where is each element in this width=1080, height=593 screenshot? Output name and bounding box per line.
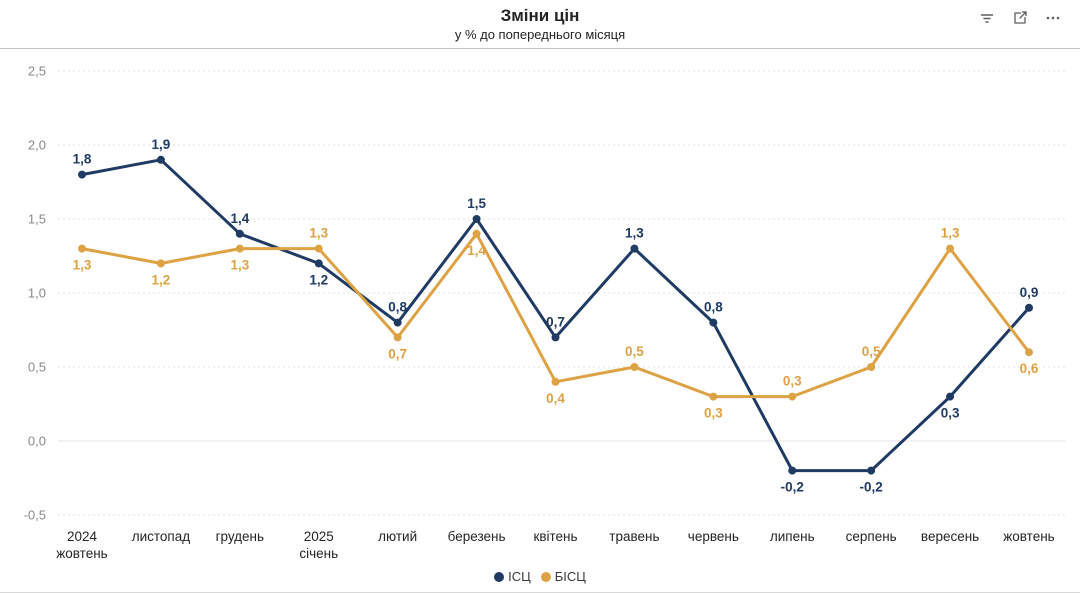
x-axis-tick-label: серпень <box>846 529 897 544</box>
data-label-ІСЦ: 1,8 <box>73 152 92 167</box>
data-point-БІСЦ[interactable] <box>393 333 402 342</box>
x-axis-tick-label: грудень <box>216 529 264 544</box>
data-point-ІСЦ[interactable] <box>630 244 639 253</box>
x-axis-tick-label: жовтень <box>1003 529 1054 544</box>
data-point-ІСЦ[interactable] <box>78 170 86 179</box>
data-point-ІСЦ[interactable] <box>709 318 718 327</box>
data-point-БІСЦ[interactable] <box>867 363 876 371</box>
filter-icon[interactable] <box>978 9 996 27</box>
data-label-БІСЦ: 0,3 <box>704 406 723 421</box>
data-label-БІСЦ: 0,5 <box>862 344 881 359</box>
x-axis-tick-label: 2025 січень <box>299 529 338 561</box>
y-axis-tick-label: 0,0 <box>28 434 46 449</box>
y-axis-tick-label: 2,5 <box>28 64 46 79</box>
data-point-ІСЦ[interactable] <box>867 466 876 475</box>
focus-mode-icon[interactable] <box>1011 9 1029 27</box>
data-label-ІСЦ: 1,5 <box>467 196 486 211</box>
data-label-ІСЦ: 0,3 <box>941 406 960 421</box>
data-label-ІСЦ: 0,8 <box>704 300 723 315</box>
y-axis-tick-label: 1,5 <box>28 212 46 227</box>
data-point-ІСЦ[interactable] <box>472 215 481 223</box>
x-axis-tick-label: квітень <box>533 529 577 544</box>
legend-marker-icon <box>540 571 551 582</box>
x-axis-tick-label: липень <box>770 529 815 544</box>
data-label-БІСЦ: 0,5 <box>625 344 644 359</box>
data-label-ІСЦ: -0,2 <box>781 480 804 495</box>
data-point-ІСЦ[interactable] <box>393 318 402 327</box>
data-point-БІСЦ[interactable] <box>946 244 955 253</box>
data-point-БІСЦ[interactable] <box>788 392 797 401</box>
data-point-БІСЦ[interactable] <box>314 244 323 253</box>
x-axis-tick-label: червень <box>688 529 739 544</box>
chart-legend: ІСЦ БІСЦ <box>0 569 1080 584</box>
data-point-БІСЦ[interactable] <box>235 244 244 253</box>
y-axis-tick-label: -0,5 <box>24 508 46 523</box>
data-label-БІСЦ: 1,3 <box>941 226 960 241</box>
data-label-БІСЦ: 1,3 <box>309 226 328 241</box>
y-axis-tick-label: 0,5 <box>28 360 46 375</box>
data-label-БІСЦ: 1,3 <box>73 258 92 273</box>
chart-subtitle: у % до попереднього місяця <box>454 27 626 42</box>
data-label-ІСЦ: 1,4 <box>230 211 249 226</box>
data-point-БІСЦ[interactable] <box>551 377 560 386</box>
data-label-ІСЦ: 0,7 <box>546 314 565 329</box>
x-axis-tick-label: лютий <box>378 529 417 544</box>
data-point-ІСЦ[interactable] <box>314 259 323 268</box>
x-axis-tick-label: 2024 жовтень <box>56 529 107 561</box>
data-label-ІСЦ: 1,3 <box>625 226 644 241</box>
data-point-ІСЦ[interactable] <box>788 466 797 475</box>
legend-item-БІСЦ[interactable]: БІСЦ <box>540 569 586 584</box>
data-label-БІСЦ: 0,7 <box>388 346 407 361</box>
data-point-БІСЦ[interactable] <box>630 363 639 371</box>
y-axis-tick-label: 1,0 <box>28 286 46 301</box>
data-point-ІСЦ[interactable] <box>946 392 955 401</box>
data-label-БІСЦ: 0,3 <box>783 374 802 389</box>
legend-label: ІСЦ <box>508 569 531 584</box>
data-point-ІСЦ[interactable] <box>156 155 165 164</box>
y-axis-tick-label: 2,0 <box>28 138 46 153</box>
legend-item-ІСЦ[interactable]: ІСЦ <box>494 569 531 584</box>
x-axis-tick-label: травень <box>609 529 659 544</box>
data-label-БІСЦ: 1,3 <box>230 258 249 273</box>
data-point-БІСЦ[interactable] <box>709 392 718 401</box>
line-chart[interactable]: 2,5 2,0 1,5 1,0 0,5 0,0 -0,5 2024 жовтень листопа… <box>0 49 1080 564</box>
legend-marker-icon <box>494 571 505 582</box>
data-point-БІСЦ[interactable] <box>78 244 86 253</box>
data-label-БІСЦ: 1,4 <box>467 243 486 258</box>
data-label-ІСЦ: 0,9 <box>1020 285 1039 300</box>
chart-header: Зміни цін у % до попереднього місяця <box>0 0 1080 49</box>
more-options-icon[interactable] <box>1044 9 1062 27</box>
chart-titles: Зміни цін у % до попереднього місяця <box>0 5 1080 43</box>
x-axis-tick-label: вересень <box>921 529 979 544</box>
data-label-БІСЦ: 0,4 <box>546 391 565 406</box>
data-point-БІСЦ[interactable] <box>1025 348 1033 357</box>
data-point-ІСЦ[interactable] <box>551 333 560 342</box>
data-point-БІСЦ[interactable] <box>472 229 481 238</box>
x-axis-tick-label: березень <box>448 529 506 544</box>
chart-title: Зміни цін <box>500 6 580 25</box>
data-label-ІСЦ: 1,9 <box>152 137 171 152</box>
data-point-ІСЦ[interactable] <box>1025 303 1033 312</box>
data-label-ІСЦ: 0,8 <box>388 300 407 315</box>
data-label-БІСЦ: 1,2 <box>152 272 171 287</box>
visual-header-icons <box>978 9 1062 27</box>
data-label-БІСЦ: 0,6 <box>1020 361 1039 376</box>
data-point-ІСЦ[interactable] <box>235 229 244 238</box>
legend-label: БІСЦ <box>554 569 586 584</box>
data-label-ІСЦ: -0,2 <box>860 480 883 495</box>
data-point-БІСЦ[interactable] <box>156 259 165 268</box>
data-label-ІСЦ: 1,2 <box>309 272 328 287</box>
x-axis-tick-label: листопад <box>132 529 191 544</box>
